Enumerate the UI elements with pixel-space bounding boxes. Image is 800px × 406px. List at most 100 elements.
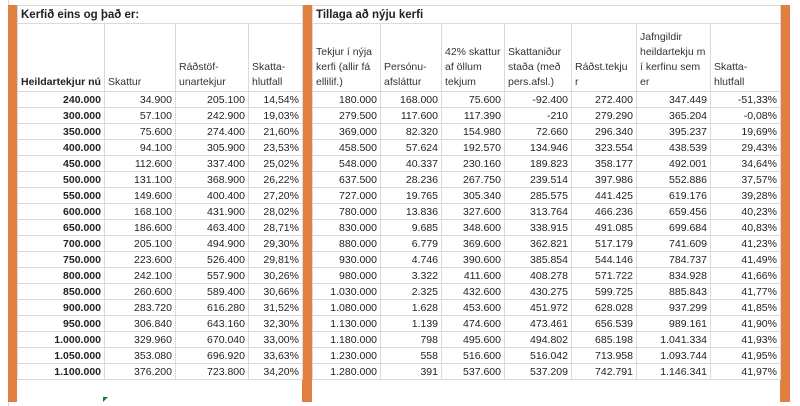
table-cell[interactable]: 548.000 <box>312 155 381 172</box>
table-cell[interactable]: 670.040 <box>175 331 249 348</box>
table-cell[interactable]: 1.041.334 <box>636 331 711 348</box>
table-cell[interactable]: 305.340 <box>441 187 505 204</box>
table-cell[interactable]: 571.722 <box>571 267 637 284</box>
table-cell[interactable]: 306.840 <box>104 315 176 332</box>
table-cell[interactable]: 432.600 <box>441 283 505 300</box>
table-cell[interactable]: 29,81% <box>248 251 303 268</box>
table-cell[interactable]: 168.000 <box>380 91 442 108</box>
table-cell[interactable]: 239.514 <box>504 171 572 188</box>
table-cell[interactable]: 628.028 <box>571 299 637 316</box>
table-cell[interactable]: 327.600 <box>441 203 505 220</box>
table-cell[interactable]: 780.000 <box>312 203 381 220</box>
table-cell[interactable]: 385.854 <box>504 251 572 268</box>
table-cell[interactable]: 431.900 <box>175 203 249 220</box>
header-cell[interactable]: Skatta-hlutfall <box>248 23 303 92</box>
table-cell[interactable]: 834.928 <box>636 267 711 284</box>
table-cell[interactable]: 599.725 <box>571 283 637 300</box>
table-cell[interactable]: 338.915 <box>504 219 572 236</box>
header-cell[interactable]: Jafngildir heildartekju m í kerfinu sem … <box>636 23 711 92</box>
table-cell[interactable]: 1.130.000 <box>312 315 381 332</box>
table-cell[interactable]: 2.325 <box>380 283 442 300</box>
table-cell[interactable]: 30,66% <box>248 283 303 300</box>
table-cell[interactable]: 463.400 <box>175 219 249 236</box>
table-cell[interactable]: 656.539 <box>571 315 637 332</box>
table-cell[interactable]: 186.600 <box>104 219 176 236</box>
table-cell[interactable]: 516.600 <box>441 347 505 364</box>
table-cell[interactable]: 699.684 <box>636 219 711 236</box>
table-cell[interactable]: 72.660 <box>504 123 572 140</box>
table-cell[interactable]: 29,43% <box>710 139 781 156</box>
table-cell[interactable]: 131.100 <box>104 171 176 188</box>
table-cell[interactable]: 4.746 <box>380 251 442 268</box>
table-cell[interactable]: 41,93% <box>710 331 781 348</box>
table-cell[interactable]: 438.539 <box>636 139 711 156</box>
table-cell[interactable]: 466.236 <box>571 203 637 220</box>
table-cell[interactable]: -92.400 <box>504 91 572 108</box>
table-cell[interactable]: 205.100 <box>175 91 249 108</box>
table-cell[interactable]: 491.085 <box>571 219 637 236</box>
table-cell[interactable]: 267.750 <box>441 171 505 188</box>
table-cell[interactable]: 589.400 <box>175 283 249 300</box>
table-cell[interactable]: 1.093.744 <box>636 347 711 364</box>
table-cell[interactable]: 13.836 <box>380 203 442 220</box>
header-cell[interactable]: Skatta-hlutfall <box>710 23 781 92</box>
table-cell[interactable]: 3.322 <box>380 267 442 284</box>
table-cell[interactable]: 537.600 <box>441 363 505 380</box>
table-cell[interactable]: 337.400 <box>175 155 249 172</box>
table-cell[interactable]: 880.000 <box>312 235 381 252</box>
table-cell[interactable]: 1.050.000 <box>17 347 105 364</box>
table-cell[interactable]: 300.000 <box>17 107 105 124</box>
header-cell[interactable]: Tekjur í nýja kerfi (allir fá ellilif.) <box>312 23 381 92</box>
table-cell[interactable]: 526.400 <box>175 251 249 268</box>
table-cell[interactable]: 453.600 <box>441 299 505 316</box>
table-cell[interactable]: 41,85% <box>710 299 781 316</box>
table-cell[interactable]: 1.280.000 <box>312 363 381 380</box>
table-cell[interactable]: 550.000 <box>17 187 105 204</box>
table-cell[interactable]: 494.900 <box>175 235 249 252</box>
table-cell[interactable]: 368.900 <box>175 171 249 188</box>
table-cell[interactable]: 659.456 <box>636 203 711 220</box>
table-cell[interactable]: 41,23% <box>710 235 781 252</box>
table-cell[interactable]: 32,30% <box>248 315 303 332</box>
table-cell[interactable]: 41,66% <box>710 267 781 284</box>
table-cell[interactable]: 800.000 <box>17 267 105 284</box>
table-cell[interactable]: 937.299 <box>636 299 711 316</box>
table-cell[interactable]: 26,22% <box>248 171 303 188</box>
table-cell[interactable]: 458.500 <box>312 139 381 156</box>
table-cell[interactable]: 727.000 <box>312 187 381 204</box>
table-cell[interactable]: 619.176 <box>636 187 711 204</box>
table-cell[interactable]: 31,52% <box>248 299 303 316</box>
table-cell[interactable]: 149.600 <box>104 187 176 204</box>
table-cell[interactable]: 516.042 <box>504 347 572 364</box>
table-cell[interactable]: 272.400 <box>571 91 637 108</box>
table-cell[interactable]: 28,71% <box>248 219 303 236</box>
table-cell[interactable]: 75.600 <box>104 123 176 140</box>
table-cell[interactable]: 544.146 <box>571 251 637 268</box>
table-cell[interactable]: -51,33% <box>710 91 781 108</box>
table-cell[interactable]: 25,02% <box>248 155 303 172</box>
table-cell[interactable]: 40,83% <box>710 219 781 236</box>
table-cell[interactable]: 242.900 <box>175 107 249 124</box>
table-cell[interactable]: 1.628 <box>380 299 442 316</box>
table-cell[interactable]: 411.600 <box>441 267 505 284</box>
table-cell[interactable]: 223.600 <box>104 251 176 268</box>
table-cell[interactable]: 390.600 <box>441 251 505 268</box>
table-cell[interactable]: 34.900 <box>104 91 176 108</box>
table-cell[interactable]: 474.600 <box>441 315 505 332</box>
table-cell[interactable]: 830.000 <box>312 219 381 236</box>
table-cell[interactable]: 189.823 <box>504 155 572 172</box>
table-cell[interactable]: 600.000 <box>17 203 105 220</box>
table-cell[interactable]: 750.000 <box>17 251 105 268</box>
table-cell[interactable]: 274.400 <box>175 123 249 140</box>
header-cell[interactable]: Persónu-afsláttur <box>380 23 442 92</box>
table-cell[interactable]: 700.000 <box>17 235 105 252</box>
table-cell[interactable]: 260.600 <box>104 283 176 300</box>
table-cell[interactable]: 242.100 <box>104 267 176 284</box>
table-cell[interactable]: 19,69% <box>710 123 781 140</box>
table-cell[interactable]: 285.575 <box>504 187 572 204</box>
table-cell[interactable]: 643.160 <box>175 315 249 332</box>
table-cell[interactable]: 930.000 <box>312 251 381 268</box>
table-cell[interactable]: 1.030.000 <box>312 283 381 300</box>
table-cell[interactable]: 350.000 <box>17 123 105 140</box>
table-cell[interactable]: 558 <box>380 347 442 364</box>
